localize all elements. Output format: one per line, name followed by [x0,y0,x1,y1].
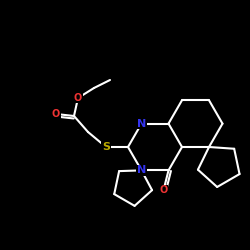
Text: O: O [52,109,60,119]
Text: O: O [74,93,82,103]
Text: N: N [137,166,146,175]
Text: S: S [102,142,110,152]
Text: O: O [160,186,168,196]
Text: N: N [137,118,146,128]
